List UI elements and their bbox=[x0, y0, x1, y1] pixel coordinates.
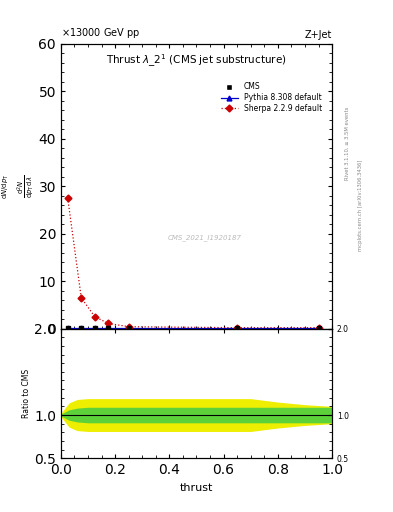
Y-axis label: Ratio to CMS: Ratio to CMS bbox=[22, 369, 31, 418]
Legend: CMS, Pythia 8.308 default, Sherpa 2.2.9 default: CMS, Pythia 8.308 default, Sherpa 2.2.9 … bbox=[218, 79, 325, 116]
X-axis label: thrust: thrust bbox=[180, 483, 213, 493]
Text: Rivet 3.1.10, ≥ 3.5M events: Rivet 3.1.10, ≥ 3.5M events bbox=[345, 106, 350, 180]
Text: Thrust $\lambda\_2^1$ (CMS jet substructure): Thrust $\lambda\_2^1$ (CMS jet substruct… bbox=[106, 52, 287, 69]
Text: mcplots.cern.ch [arXiv:1306.3436]: mcplots.cern.ch [arXiv:1306.3436] bbox=[358, 159, 363, 250]
Text: $\times$13000 GeV pp: $\times$13000 GeV pp bbox=[61, 26, 140, 40]
Y-axis label: $\frac{1}{\mathrm{d}N / \mathrm{d}p_\mathrm{T}}$
$\frac{\mathrm{d}^2 N}{\mathrm{: $\frac{1}{\mathrm{d}N / \mathrm{d}p_\mat… bbox=[0, 174, 36, 199]
Text: Z+Jet: Z+Jet bbox=[305, 30, 332, 40]
Text: CMS_2021_I1920187: CMS_2021_I1920187 bbox=[168, 234, 242, 241]
